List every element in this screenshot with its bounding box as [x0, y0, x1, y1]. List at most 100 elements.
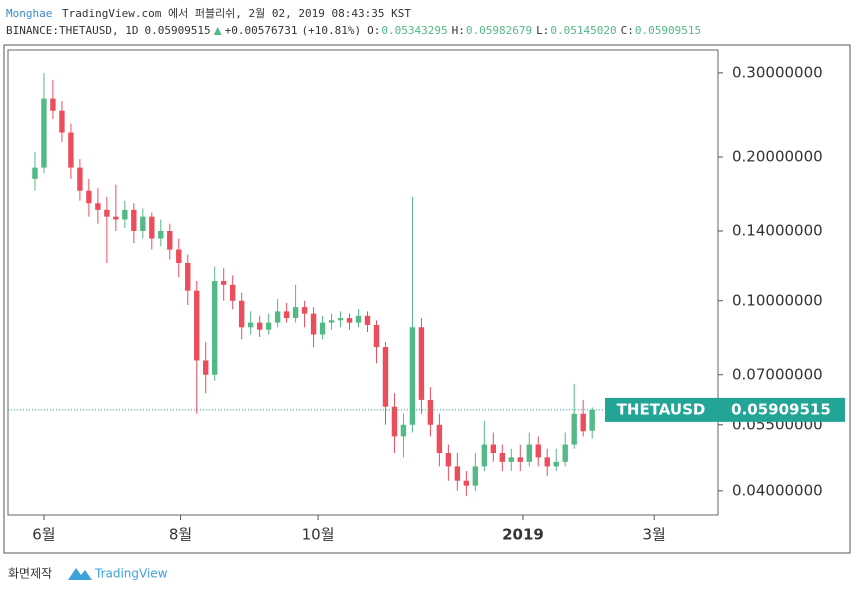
- last: 0.05909515: [144, 24, 210, 37]
- candle-body: [95, 203, 101, 210]
- price-label-box: [718, 397, 845, 422]
- x-tick-label: 2019: [502, 526, 544, 544]
- symbol: BINANCE:THETAUSD, 1D: [6, 24, 138, 37]
- candle-body: [319, 322, 326, 335]
- candle-body: [589, 409, 595, 431]
- candle-body: [140, 216, 146, 231]
- candle-body: [185, 262, 191, 291]
- change: +0.00576731: [225, 24, 298, 37]
- plot-frame: [7, 49, 719, 516]
- ohlc-key: H:: [452, 24, 465, 37]
- candle-body: [194, 290, 200, 361]
- candle-body: [292, 307, 299, 319]
- candle-body: [41, 98, 47, 168]
- candle-body: [400, 424, 407, 437]
- candle-body: [77, 167, 83, 191]
- candle-body: [301, 307, 308, 314]
- plot: 0.30000000 0.20000000 0.14000000 0.10000000…: [8, 63, 845, 544]
- y-tick-label: 0.14000000: [732, 221, 823, 239]
- candle-body: [562, 444, 568, 462]
- candle-body: [50, 98, 56, 111]
- candle-body: [86, 190, 92, 204]
- candle-body: [454, 466, 461, 481]
- candle-body: [104, 209, 110, 217]
- candle-body: [508, 457, 514, 462]
- candle-body: [256, 322, 263, 330]
- candle-body: [382, 347, 389, 407]
- candle-body: [32, 167, 38, 179]
- candle-body: [176, 249, 182, 263]
- footer-made-by: 화면제작: [8, 567, 52, 581]
- candle-body: [283, 311, 290, 319]
- candle-body: [310, 313, 317, 335]
- candle-body: [247, 322, 254, 328]
- y-tick-label: 0.30000000: [732, 63, 823, 81]
- published: TradingView.com 에서 퍼블리쉬, 2월 02, 2019 08:…: [62, 7, 411, 20]
- candle-body: [445, 453, 452, 467]
- candle-body: [346, 318, 353, 323]
- change-pct: (+10.81%): [302, 24, 362, 37]
- candle-body: [418, 327, 425, 400]
- symbol-line: BINANCE:THETAUSD, 1D 0.05909515 +0.0057673…: [6, 24, 701, 37]
- x-tick-label: 8월: [169, 526, 192, 544]
- symbol-label-box: [605, 397, 718, 422]
- candle-body: [149, 216, 155, 239]
- candle-body: [229, 284, 236, 301]
- ohlc-value: 0.05343295: [381, 24, 447, 37]
- y-tick-label: 0.20000000: [732, 147, 823, 165]
- x-tick-label: 3월: [643, 526, 666, 544]
- candle-body: [355, 315, 362, 323]
- y-tick-label: 0.04000000: [732, 481, 823, 499]
- candle-body: [517, 457, 523, 462]
- ohlc-value: 0.05145020: [550, 24, 616, 37]
- candle-body: [481, 444, 488, 467]
- candle-body: [499, 453, 505, 462]
- candle-body: [158, 230, 164, 239]
- candle-body: [436, 424, 443, 454]
- ohlc-key: C:: [621, 24, 634, 37]
- candle-body: [113, 216, 119, 220]
- x-tick-label: 10월: [302, 526, 335, 544]
- candle-body: [463, 480, 470, 486]
- candle-body: [535, 444, 541, 458]
- brand-logo: [68, 568, 92, 580]
- candle-body: [526, 444, 532, 462]
- candle-body: [265, 322, 272, 330]
- candle-body: [580, 413, 586, 432]
- candle-body: [553, 461, 559, 467]
- y-tick-label: 0.10000000: [732, 291, 823, 309]
- candle-body: [409, 327, 416, 425]
- ohlc-key: O:: [367, 24, 380, 37]
- candle-body: [472, 466, 479, 486]
- frame: [3, 44, 851, 554]
- candle-body: [373, 324, 380, 348]
- up-arrow: [213, 27, 222, 35]
- footer-brand[interactable]: TradingView: [94, 567, 168, 581]
- candle-body: [238, 300, 245, 328]
- author[interactable]: Monghae: [6, 7, 52, 20]
- candle-body: [274, 311, 281, 323]
- candle-body: [221, 280, 227, 285]
- candle-body: [490, 444, 497, 454]
- candle-body: [571, 413, 577, 445]
- y-tick-label: 0.07000000: [732, 365, 823, 383]
- candle-body: [212, 280, 218, 375]
- symbol-label: THETAUSD: [617, 400, 706, 418]
- x-tick-label: 6월: [32, 526, 55, 544]
- candle-body: [364, 315, 371, 325]
- candle-body: [131, 209, 137, 231]
- candle-body: [427, 399, 434, 425]
- candle-body: [391, 406, 398, 437]
- candle-body: [203, 360, 209, 375]
- candle-body: [328, 320, 335, 323]
- candle-body: [122, 209, 128, 220]
- candle-body: [167, 230, 173, 250]
- candle-body: [68, 132, 74, 168]
- ohlc-value: 0.05909515: [635, 24, 701, 37]
- ohlc-key: L:: [536, 24, 549, 37]
- candle-body: [59, 110, 65, 133]
- price-label: 0.05909515: [731, 400, 831, 418]
- ohlc-value: 0.05982679: [466, 24, 532, 37]
- candle-body: [337, 318, 344, 321]
